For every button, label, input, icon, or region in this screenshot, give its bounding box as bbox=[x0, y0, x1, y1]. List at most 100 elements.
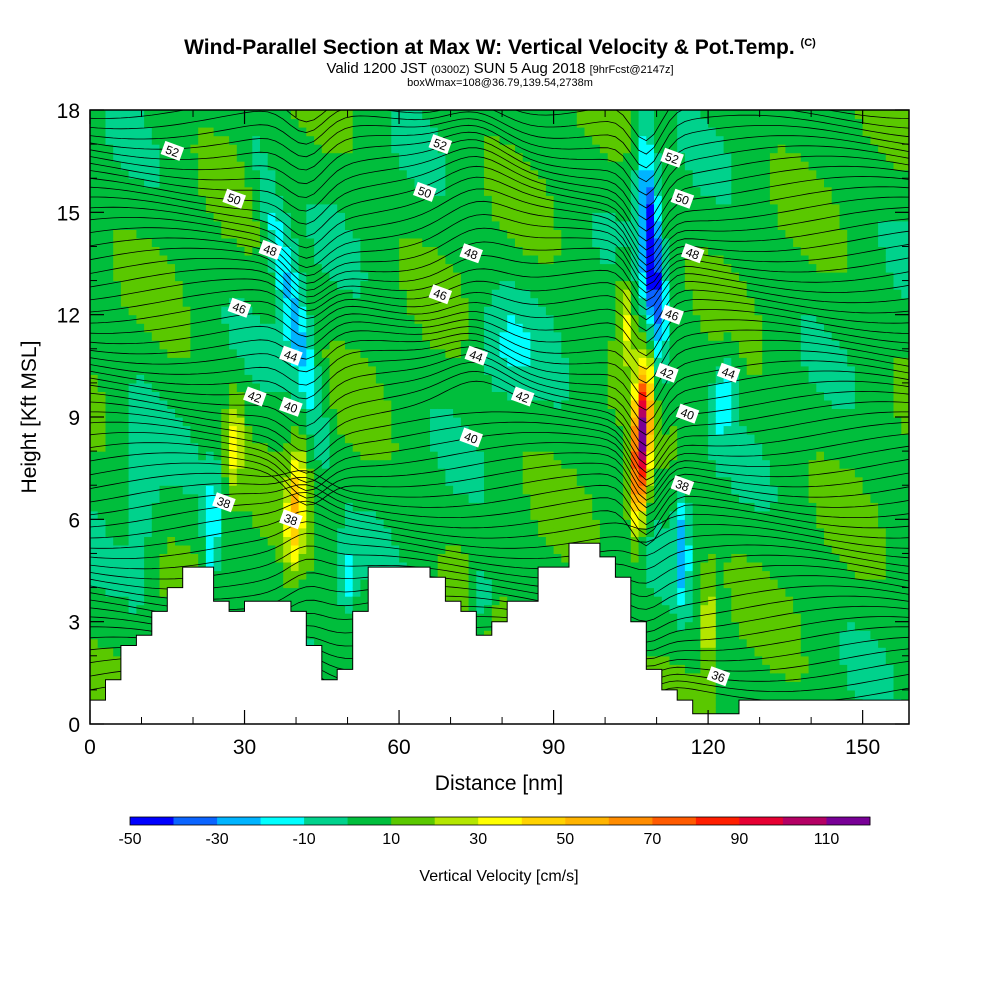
w-cell bbox=[267, 152, 276, 162]
box-wmax-info: boxWmax=108@36.79,139.54,2738m bbox=[407, 77, 593, 89]
w-cell bbox=[159, 169, 168, 179]
w-cell bbox=[538, 255, 547, 265]
w-cell bbox=[592, 186, 601, 196]
w-cell bbox=[515, 237, 524, 247]
w-cell bbox=[515, 127, 524, 137]
w-cell bbox=[144, 237, 153, 247]
w-cell bbox=[105, 399, 114, 409]
w-cell bbox=[236, 399, 246, 409]
w-cell bbox=[244, 280, 253, 290]
w-cell bbox=[422, 365, 431, 375]
w-cell bbox=[391, 485, 400, 495]
w-cell bbox=[120, 382, 130, 392]
w-cell bbox=[360, 331, 369, 341]
w-cell bbox=[90, 314, 99, 324]
w-cell bbox=[97, 630, 106, 640]
w-cell bbox=[445, 519, 454, 529]
w-cell bbox=[484, 357, 493, 367]
w-cell bbox=[283, 357, 292, 367]
w-cell bbox=[190, 510, 199, 520]
w-cell bbox=[414, 169, 423, 179]
w-cell bbox=[491, 459, 501, 469]
w-cell bbox=[538, 212, 547, 222]
w-cell bbox=[329, 297, 338, 307]
w-cell bbox=[198, 348, 207, 358]
w-cell bbox=[453, 135, 462, 145]
w-cell bbox=[329, 127, 338, 137]
w-cell bbox=[229, 144, 238, 154]
w-cell bbox=[260, 579, 269, 589]
w-cell bbox=[151, 203, 161, 213]
w-cell bbox=[599, 186, 609, 196]
w-cell bbox=[445, 374, 454, 384]
w-cell bbox=[97, 399, 106, 409]
w-cell bbox=[290, 220, 300, 230]
w-cell bbox=[329, 237, 338, 247]
w-cell bbox=[136, 613, 145, 623]
w-cell bbox=[553, 442, 562, 452]
w-cell bbox=[484, 314, 493, 324]
w-cell bbox=[476, 485, 485, 495]
w-cell bbox=[453, 579, 462, 589]
w-cell bbox=[105, 425, 114, 435]
w-cell bbox=[406, 519, 416, 529]
w-cell bbox=[576, 493, 586, 503]
w-cell bbox=[306, 263, 315, 273]
w-cell bbox=[120, 255, 130, 265]
w-cell bbox=[499, 493, 508, 503]
w-cell bbox=[584, 408, 593, 418]
w-cell bbox=[491, 536, 501, 546]
w-cell bbox=[538, 331, 547, 341]
w-cell bbox=[592, 255, 601, 265]
w-cell bbox=[406, 459, 416, 469]
w-cell bbox=[329, 570, 338, 580]
w-cell bbox=[607, 289, 616, 299]
w-cell bbox=[561, 110, 570, 120]
w-cell bbox=[329, 195, 338, 205]
w-cell bbox=[306, 493, 315, 503]
w-cell bbox=[244, 255, 253, 265]
w-cell bbox=[190, 459, 199, 469]
w-cell bbox=[476, 331, 485, 341]
w-cell bbox=[159, 527, 168, 537]
w-cell bbox=[221, 144, 230, 154]
w-cell bbox=[522, 434, 531, 444]
w-cell bbox=[507, 127, 516, 137]
w-cell bbox=[337, 510, 346, 520]
w-cell bbox=[144, 297, 153, 307]
w-cell bbox=[576, 536, 586, 546]
w-cell bbox=[190, 476, 199, 486]
w-cell bbox=[375, 502, 385, 512]
w-cell bbox=[252, 468, 261, 478]
w-cell bbox=[151, 502, 161, 512]
w-cell bbox=[576, 340, 586, 350]
w-cell bbox=[592, 272, 601, 282]
w-cell bbox=[484, 459, 493, 469]
w-cell bbox=[437, 152, 446, 162]
w-cell bbox=[128, 306, 137, 316]
w-cell bbox=[391, 110, 400, 120]
w-cell bbox=[584, 178, 593, 188]
w-cell bbox=[298, 417, 307, 427]
w-cell bbox=[329, 672, 338, 682]
w-cell bbox=[507, 255, 516, 265]
w-cell bbox=[221, 212, 230, 222]
w-cell bbox=[151, 562, 161, 572]
w-cell bbox=[561, 323, 570, 333]
w-cell bbox=[252, 255, 261, 265]
w-cell bbox=[97, 570, 106, 580]
w-cell bbox=[399, 519, 408, 529]
w-cell bbox=[236, 536, 246, 546]
w-cell bbox=[399, 220, 408, 230]
w-cell bbox=[128, 297, 137, 307]
w-cell bbox=[275, 459, 284, 469]
w-cell bbox=[306, 280, 315, 290]
w-cell bbox=[607, 374, 616, 384]
w-cell bbox=[236, 280, 246, 290]
w-cell bbox=[592, 280, 601, 290]
w-cell bbox=[484, 280, 493, 290]
w-cell bbox=[561, 195, 570, 205]
w-cell bbox=[97, 374, 106, 384]
w-cell bbox=[314, 203, 323, 213]
w-cell bbox=[592, 340, 601, 350]
